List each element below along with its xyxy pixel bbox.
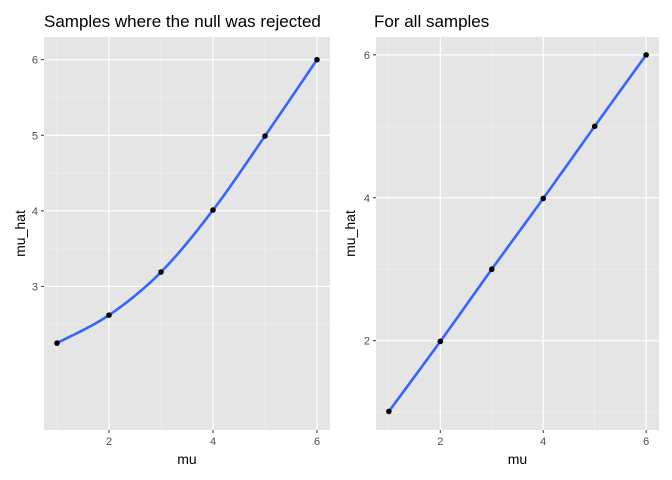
smooth-line [56,58,319,345]
data-point [54,340,60,346]
chart-title: Samples where the null was rejected [44,12,321,31]
y-tick-label: 6 [32,55,38,67]
x-axis-title: mu [177,451,196,467]
panel-2: 2 4 6 2 4 6 For all samples mu mu_hat [342,12,659,467]
data-point [437,338,444,345]
y-tick-label: 2 [364,336,370,348]
data-point [314,56,320,63]
x-tick-label: 4 [540,436,546,448]
data-point [210,207,216,213]
data-point [386,408,392,415]
panel-1: 2 4 6 3 4 5 6 Samples where the null was reject… [12,12,330,467]
data-point [643,52,649,58]
x-tick-label: 2 [106,436,112,448]
smooth-line [387,54,648,413]
data-point [158,269,164,275]
chart-title: For all samples [374,12,489,31]
x-tick-label: 2 [437,436,443,448]
y-tick-label: 4 [364,193,370,205]
data-point [488,266,495,273]
x-tick-label: 6 [643,436,649,448]
data-point [262,133,268,139]
y-axis-title: mu_hat [12,210,28,257]
y-tick-label: 4 [32,206,38,218]
y-axis-title: mu_hat [342,210,358,257]
y-tick-label: 6 [364,50,370,62]
y-tick-label: 5 [32,130,38,142]
data-point [540,195,547,202]
x-axis-title: mu [508,451,527,467]
panel-background [44,37,330,430]
data-point [591,123,598,130]
data-point [106,312,112,318]
x-tick-label: 4 [210,436,216,448]
x-tick-label: 6 [314,436,320,448]
y-tick-label: 3 [32,281,38,293]
